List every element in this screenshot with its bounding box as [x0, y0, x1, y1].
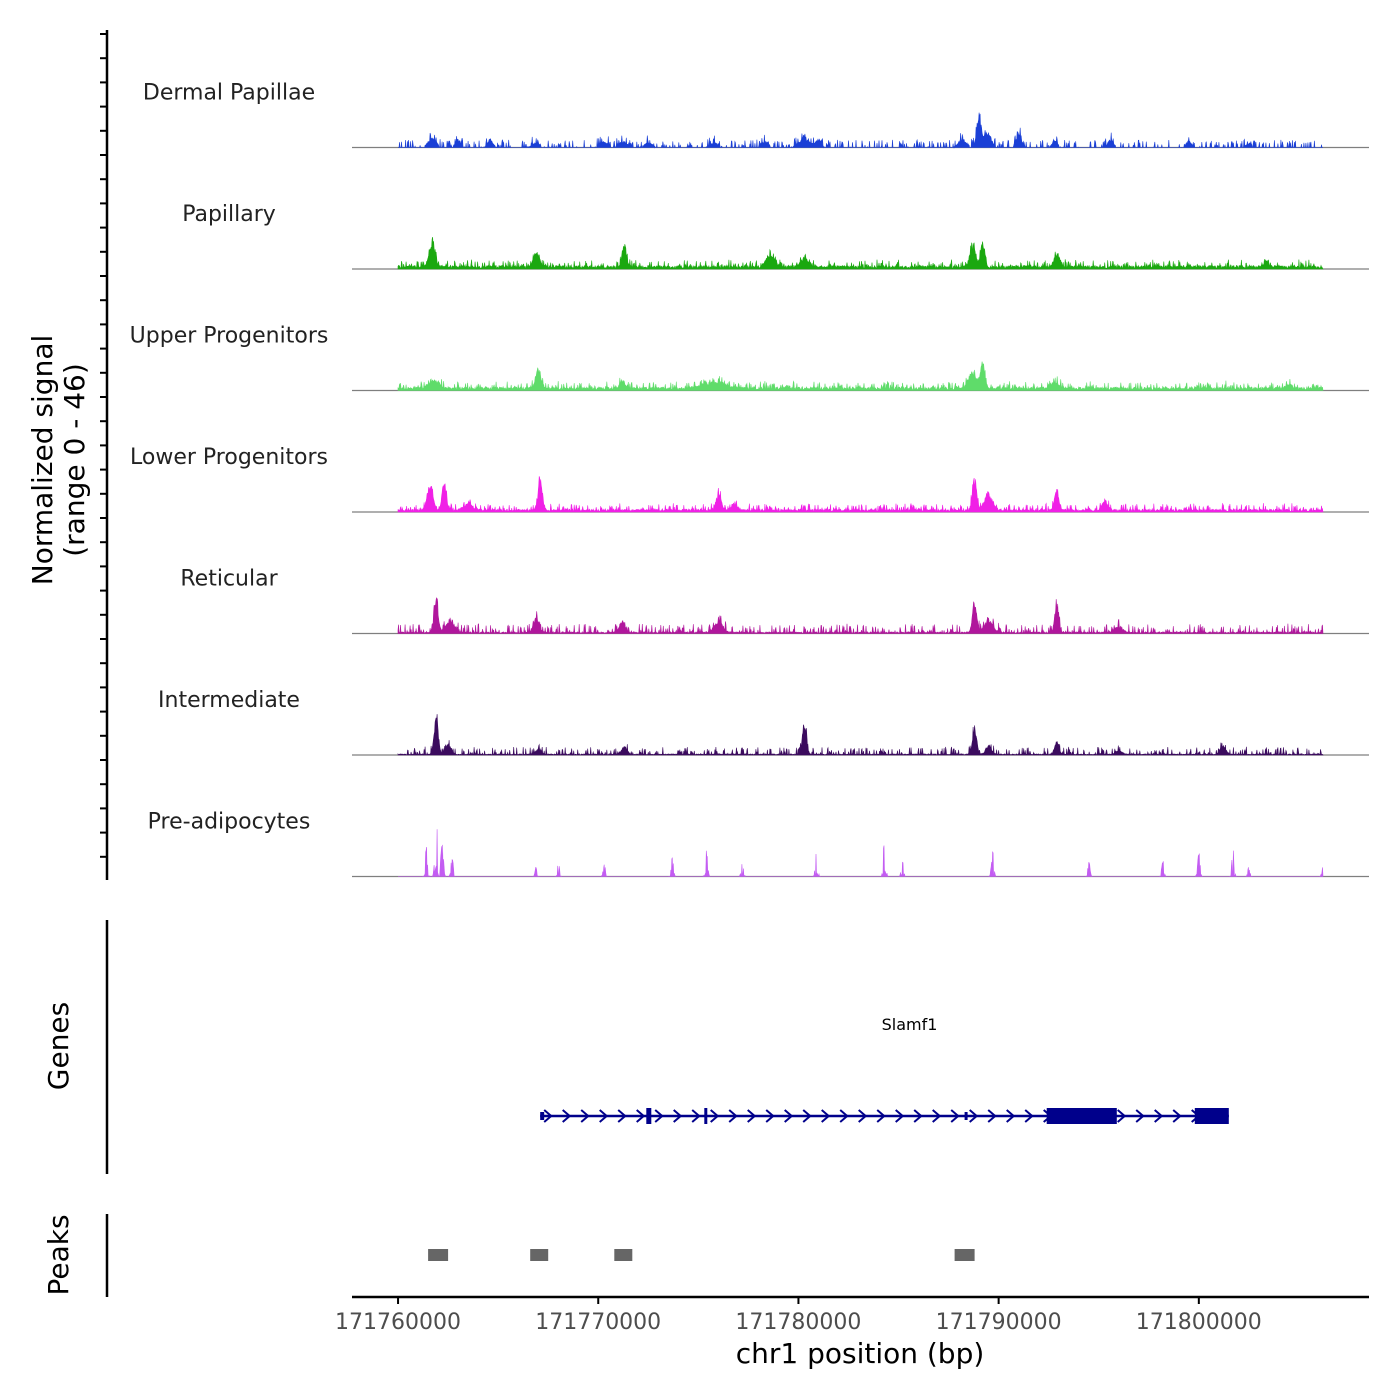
x-tick-label: 171800000 — [1136, 1310, 1262, 1335]
gene-strand-arrow — [876, 1109, 886, 1123]
gene-strand-arrow — [747, 1109, 757, 1123]
gene-exon — [646, 1108, 652, 1124]
gene-exon — [704, 1108, 708, 1124]
gene-strand-arrow — [580, 1109, 590, 1123]
peak-region — [614, 1249, 633, 1261]
x-tick-label: 171770000 — [535, 1310, 661, 1335]
x-tick-label: 171780000 — [735, 1310, 861, 1335]
gene-exon — [964, 1112, 968, 1120]
coverage-tracks: Dermal Papillae Papillary Upper Progenitor… — [130, 81, 1369, 878]
peak-region — [530, 1249, 549, 1261]
gene-strand-arrow — [765, 1109, 775, 1123]
gene-strand-arrow — [821, 1109, 831, 1123]
y-axis-title-line1: Normalized signal — [26, 335, 59, 586]
coverage-area — [398, 829, 1324, 878]
gene-name-label: Slamf1 — [882, 1015, 938, 1034]
track-label: Dermal Papillae — [143, 81, 315, 106]
gene-strand-arrow — [1172, 1109, 1182, 1123]
gene-strand-arrow — [562, 1109, 572, 1123]
track-upper-progenitors: Upper Progenitors — [130, 324, 1369, 392]
gene-strand-arrow — [543, 1109, 553, 1123]
gene-strand-arrow — [617, 1109, 627, 1123]
coverage-area — [398, 112, 1323, 149]
y-axis-title: Normalized signal (range 0 - 46) — [26, 335, 91, 586]
gene-strand-arrow — [1154, 1109, 1164, 1123]
gene-exon — [1046, 1108, 1117, 1124]
gene-strand-arrow — [784, 1109, 794, 1123]
track-dermal-papillae: Dermal Papillae — [143, 81, 1369, 149]
peaks-label: Peaks — [42, 1214, 75, 1295]
gene-strand-arrow — [858, 1109, 868, 1123]
gene-strand-arrow — [1135, 1109, 1145, 1123]
gene-strand-arrow — [599, 1109, 609, 1123]
gene-strand-arrow — [728, 1109, 738, 1123]
genes-axis-title: Genes — [42, 1002, 75, 1090]
track-label: Reticular — [180, 567, 278, 592]
coverage-area — [397, 237, 1324, 270]
track-label: Pre-adipocytes — [148, 810, 311, 835]
track-reticular: Reticular — [180, 567, 1369, 635]
coverage-area — [397, 597, 1324, 635]
track-label: Papillary — [182, 202, 276, 227]
track-papillary: Papillary — [182, 202, 1369, 270]
x-axis-title: chr1 position (bp) — [736, 1337, 985, 1370]
coverage-area — [397, 714, 1324, 756]
gene-strand-arrow — [1024, 1109, 1034, 1123]
gene-strand-arrow — [987, 1109, 997, 1123]
gene-track: Slamf1 — [540, 1015, 1229, 1124]
peak-region — [954, 1249, 975, 1261]
track-intermediate: Intermediate — [158, 688, 1369, 756]
gene-strand-arrow — [691, 1109, 701, 1123]
gene-strand-arrow — [802, 1109, 812, 1123]
y-axis-title-line2: (range 0 - 46) — [58, 363, 91, 557]
x-tick-label: 171790000 — [936, 1310, 1062, 1335]
gene-strand-arrow — [636, 1109, 646, 1123]
track-label: Intermediate — [158, 688, 300, 713]
gene-strand-arrow — [1117, 1109, 1127, 1123]
gene-strand-arrow — [839, 1109, 849, 1123]
track-label: Lower Progenitors — [130, 445, 328, 470]
track-label: Upper Progenitors — [130, 324, 329, 349]
x-tick-label: 171760000 — [335, 1310, 461, 1335]
gene-strand-arrow — [673, 1109, 683, 1123]
gene-strand-arrow — [654, 1109, 664, 1123]
gene-strand-arrow — [710, 1109, 720, 1123]
coverage-area — [397, 476, 1324, 513]
gene-exon — [540, 1112, 545, 1120]
genes-label: Genes — [42, 1002, 75, 1090]
peak-track — [428, 1249, 975, 1261]
gene-strand-arrow — [913, 1109, 923, 1123]
coverage-area — [397, 361, 1324, 392]
gene-strand-arrow — [895, 1109, 905, 1123]
coverage-axis-ticks — [100, 33, 107, 858]
track-lower-progenitors: Lower Progenitors — [130, 445, 1369, 513]
gene-strand-arrow — [950, 1109, 960, 1123]
peak-region — [428, 1249, 449, 1261]
x-axis-ticks: 171760000 171770000 171780000 171790000 1718… — [335, 1297, 1262, 1335]
gene-strand-arrow — [1006, 1109, 1016, 1123]
peaks-axis-title: Peaks — [42, 1214, 75, 1295]
gene-strand-arrow — [969, 1109, 979, 1123]
gene-exon — [1194, 1108, 1229, 1124]
track-pre-adipocytes: Pre-adipocytes — [148, 810, 1369, 878]
gene-strand-arrow — [932, 1109, 942, 1123]
